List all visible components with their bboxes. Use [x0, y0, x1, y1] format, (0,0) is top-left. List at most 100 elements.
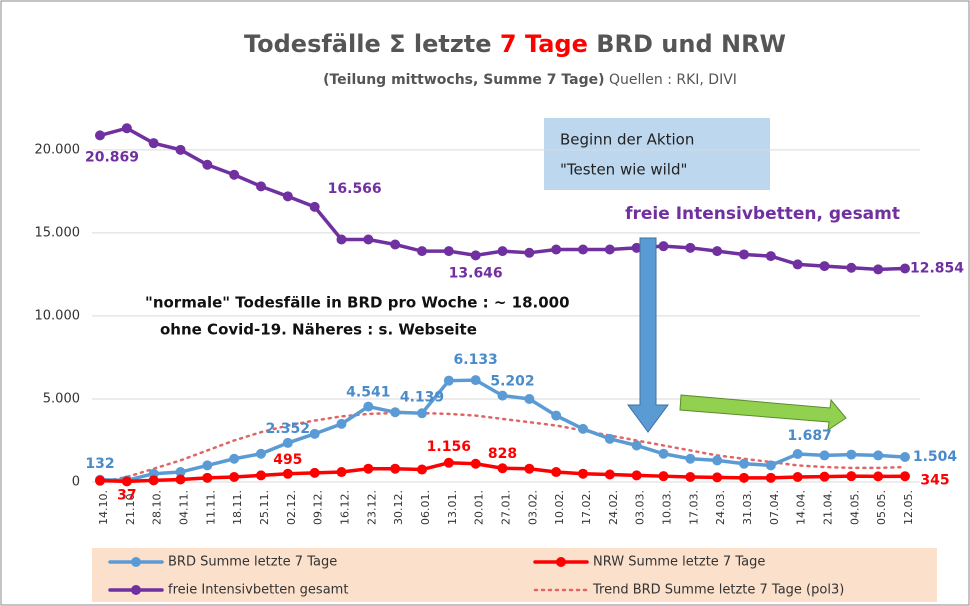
point — [417, 246, 427, 257]
value-label: 132 — [85, 456, 114, 472]
point — [524, 393, 535, 404]
point — [739, 458, 749, 469]
point — [578, 244, 588, 255]
x-tick-label: 05.05. — [875, 490, 888, 525]
point — [846, 262, 857, 273]
value-label: 2.352 — [266, 421, 310, 437]
point — [443, 246, 454, 257]
point — [765, 251, 776, 262]
point — [658, 471, 669, 482]
value-label: 37 — [117, 487, 136, 503]
point — [95, 130, 105, 141]
point — [336, 234, 347, 245]
point — [497, 463, 508, 474]
value-label: 5.202 — [490, 374, 534, 390]
point — [175, 474, 186, 485]
legend-marker — [556, 557, 566, 567]
point — [819, 471, 830, 482]
point — [578, 423, 588, 434]
value-label: 6.133 — [454, 352, 498, 368]
x-tick-label: 09.12. — [312, 490, 325, 525]
chart-title: Todesfälle Σ letzte 7 Tage BRD und NRW — [244, 30, 786, 58]
x-tick-label: 31.03. — [741, 490, 754, 525]
point — [604, 469, 615, 480]
point — [739, 249, 749, 260]
legend-label: Trend BRD Summe letzte 7 Tage (pol3) — [592, 583, 844, 598]
y-tick-label: 15.000 — [35, 225, 81, 240]
value-label: 1.156 — [427, 439, 471, 455]
point — [202, 159, 213, 170]
point — [95, 475, 105, 486]
point — [443, 375, 454, 386]
point — [712, 455, 723, 466]
point — [148, 138, 159, 149]
point — [282, 437, 293, 448]
point — [578, 468, 588, 479]
legend-label: BRD Summe letzte 7 Tage — [168, 555, 337, 570]
point — [551, 410, 562, 421]
point — [873, 471, 884, 482]
point — [336, 418, 347, 429]
point — [121, 476, 132, 487]
value-label: 13.646 — [449, 265, 503, 281]
point — [900, 471, 910, 482]
value-label: 20.869 — [85, 149, 139, 165]
point — [417, 408, 427, 419]
point — [443, 457, 454, 468]
value-label: 4.541 — [346, 385, 390, 401]
point — [604, 244, 615, 255]
point — [309, 428, 320, 439]
point — [685, 242, 696, 253]
x-tick-label: 24.03. — [714, 490, 727, 525]
point — [685, 453, 696, 464]
point — [792, 259, 803, 270]
x-tick-label: 18.11. — [231, 490, 244, 525]
chart-subtitle: (Teilung mittwochs, Summe 7 Tage) Quelle… — [323, 72, 737, 88]
point — [819, 261, 830, 272]
point — [256, 181, 266, 192]
point — [470, 375, 481, 386]
point — [846, 471, 857, 482]
y-tick-label: 20.000 — [35, 142, 81, 157]
y-tick-label: 5.000 — [43, 391, 80, 406]
value-label: 1.687 — [788, 428, 832, 444]
point — [309, 467, 320, 478]
point — [551, 467, 562, 478]
point — [256, 470, 266, 481]
x-tick-label: 03.02. — [526, 490, 539, 525]
x-tick-label: 25.11. — [258, 490, 271, 525]
series-line — [98, 411, 907, 484]
point — [792, 448, 803, 459]
value-label: 1.504 — [913, 449, 958, 465]
x-tick-label: 21.10. — [124, 490, 137, 525]
x-tick-label: 07.04. — [768, 490, 781, 525]
point — [739, 472, 749, 483]
value-label: 495 — [273, 452, 302, 468]
point — [229, 453, 240, 464]
point — [121, 123, 132, 134]
point — [524, 247, 535, 258]
annotation: ohne Covid-19. Näheres : s. Webseite — [160, 321, 477, 339]
x-tick-label: 16.12. — [339, 490, 352, 525]
annotation: "normale" Todesfälle in BRD pro Woche : … — [145, 294, 570, 312]
annotation-box — [544, 118, 770, 190]
arrow — [627, 237, 669, 433]
point — [819, 450, 830, 461]
point — [363, 401, 374, 412]
point — [148, 475, 159, 486]
point — [497, 246, 508, 257]
legend-bg — [92, 548, 937, 602]
point — [685, 472, 696, 483]
point — [363, 234, 374, 245]
point — [631, 470, 642, 481]
point — [229, 472, 240, 483]
point — [202, 460, 213, 471]
y-tick-label: 0 — [72, 475, 80, 490]
arrow — [679, 394, 847, 432]
point — [658, 241, 669, 252]
x-tick-label: 12.05. — [902, 490, 915, 525]
point — [873, 450, 884, 461]
point — [846, 449, 857, 460]
legend-label: NRW Summe letzte 7 Tage — [593, 555, 765, 570]
x-tick-label: 27.01. — [500, 490, 513, 525]
